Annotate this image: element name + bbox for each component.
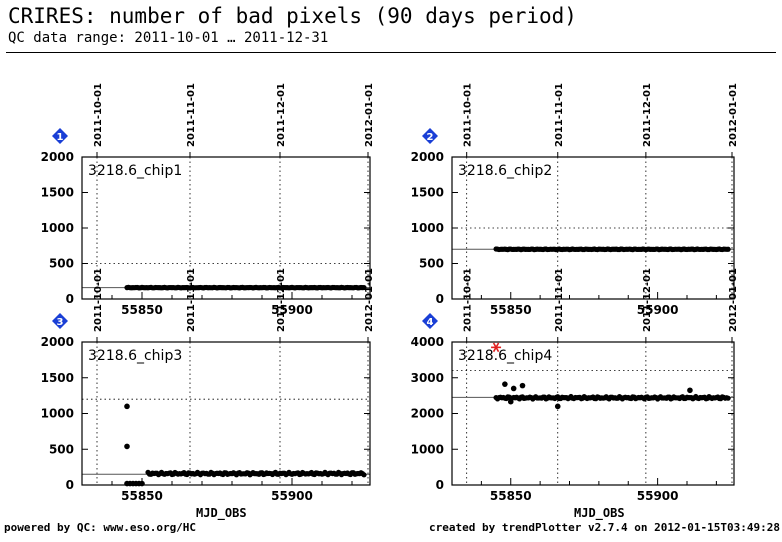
date-tick-label: 2011-12-01 bbox=[276, 83, 287, 147]
chart-panel-1: 2011-10-01 2011-11-01 2011-12-01 2012-01-01… bbox=[41, 83, 375, 317]
x-tick-label: 55850 bbox=[121, 489, 163, 503]
page-title: CRIRES: number of bad pixels (90 days pe… bbox=[8, 4, 577, 28]
date-tick-label: 2011-12-01 bbox=[276, 268, 287, 332]
data-point bbox=[361, 284, 367, 291]
y-tick-label: 2000 bbox=[41, 335, 74, 349]
panel-badge-icon bbox=[52, 128, 68, 144]
x-tick-label: 55900 bbox=[271, 489, 313, 503]
y-tick-label: 500 bbox=[419, 257, 444, 271]
y-tick-label: 1000 bbox=[411, 442, 444, 456]
date-tick-label: 2011-10-01 bbox=[93, 268, 104, 332]
y-tick-label: 1500 bbox=[411, 186, 444, 200]
data-point bbox=[507, 398, 514, 405]
footer-powered-by: powered by QC: www.eso.org/HC bbox=[4, 521, 197, 534]
y-tick-label: 0 bbox=[436, 292, 444, 306]
date-tick-label: 2012-01-01 bbox=[364, 83, 375, 147]
y-tick-label: 1000 bbox=[411, 221, 444, 235]
data-point bbox=[510, 385, 517, 392]
panel-label: 3218.6_chip4 bbox=[458, 348, 552, 364]
data-point bbox=[124, 443, 130, 450]
date-tick-label: 2012-01-01 bbox=[364, 268, 375, 332]
panel-badge-number: 2 bbox=[427, 132, 434, 143]
date-tick-label: 2011-10-01 bbox=[93, 83, 104, 147]
y-tick-label: 2000 bbox=[411, 407, 444, 421]
panel-badge-icon bbox=[422, 313, 438, 329]
x-tick-label: 55900 bbox=[637, 303, 679, 317]
x-tick-label: 55850 bbox=[490, 489, 532, 503]
header-divider bbox=[6, 52, 776, 53]
chart-panel-3: 2011-10-01 2011-11-01 2011-12-01 2012-01-01… bbox=[41, 268, 375, 503]
date-tick-label: 2011-11-01 bbox=[554, 268, 565, 332]
data-point bbox=[554, 403, 561, 410]
data-point bbox=[725, 395, 731, 401]
date-tick-label: 2012-01-01 bbox=[728, 268, 739, 332]
date-tick-label: 2011-11-01 bbox=[186, 268, 197, 332]
data-point bbox=[139, 480, 145, 487]
y-tick-label: 2000 bbox=[411, 150, 444, 164]
page-subtitle: QC data range: 2011-10-01 … 2011-12-31 bbox=[8, 30, 329, 46]
y-tick-label: 0 bbox=[436, 478, 444, 492]
y-tick-label: 500 bbox=[49, 257, 74, 271]
x-axis-label-right: MJD_OBS bbox=[574, 506, 625, 520]
panel-badge-number: 3 bbox=[57, 317, 64, 328]
outlier-stroke bbox=[492, 342, 500, 353]
data-point bbox=[124, 403, 130, 410]
data-point bbox=[725, 246, 731, 252]
y-tick-label: 1000 bbox=[41, 407, 74, 421]
y-tick-label: 3000 bbox=[411, 371, 444, 385]
date-tick-label: 2011-10-01 bbox=[463, 268, 474, 332]
date-tick-label: 2011-12-01 bbox=[642, 83, 653, 147]
x-tick-label: 55900 bbox=[271, 303, 313, 317]
y-tick-label: 2000 bbox=[41, 150, 74, 164]
y-tick-label: 0 bbox=[66, 292, 74, 306]
x-tick-label: 55850 bbox=[121, 303, 163, 317]
panel-label: 3218.6_chip3 bbox=[88, 348, 182, 364]
date-tick-label: 2011-12-01 bbox=[642, 268, 653, 332]
y-tick-label: 4000 bbox=[411, 335, 444, 349]
outlier-marker bbox=[491, 342, 502, 353]
chart-panel-2: 2011-10-01 2011-11-01 2011-12-01 2012-01-01… bbox=[411, 83, 739, 317]
date-tick-label: 2011-11-01 bbox=[554, 83, 565, 147]
data-point bbox=[361, 472, 367, 478]
data-point bbox=[519, 382, 526, 389]
date-tick-label: 2012-01-01 bbox=[728, 83, 739, 147]
panel-badge-number: 4 bbox=[427, 317, 434, 328]
y-tick-label: 1500 bbox=[41, 186, 74, 200]
y-tick-label: 1000 bbox=[41, 221, 74, 235]
footer-created-by: created by trendPlotter v2.7.4 on 2012-0… bbox=[429, 521, 780, 534]
x-tick-label: 55900 bbox=[637, 489, 679, 503]
panel-label: 3218.6_chip1 bbox=[88, 163, 182, 179]
panel-badge-icon bbox=[52, 313, 68, 329]
data-point bbox=[502, 381, 508, 387]
x-tick-label: 55850 bbox=[490, 303, 532, 317]
chart-panel-4: 2011-10-01 2011-11-01 2011-12-01 2012-01-01… bbox=[411, 268, 739, 503]
panel-label: 3218.6_chip2 bbox=[458, 163, 552, 179]
data-point bbox=[687, 387, 693, 394]
y-tick-label: 0 bbox=[66, 478, 74, 492]
panel-badge-number: 1 bbox=[57, 132, 64, 143]
panel-badge-icon bbox=[422, 128, 438, 144]
x-axis-label-left: MJD_OBS bbox=[196, 506, 247, 520]
date-tick-label: 2011-10-01 bbox=[463, 83, 474, 147]
date-tick-label: 2011-11-01 bbox=[186, 83, 197, 147]
y-tick-label: 500 bbox=[49, 442, 74, 456]
y-tick-label: 1500 bbox=[41, 371, 74, 385]
